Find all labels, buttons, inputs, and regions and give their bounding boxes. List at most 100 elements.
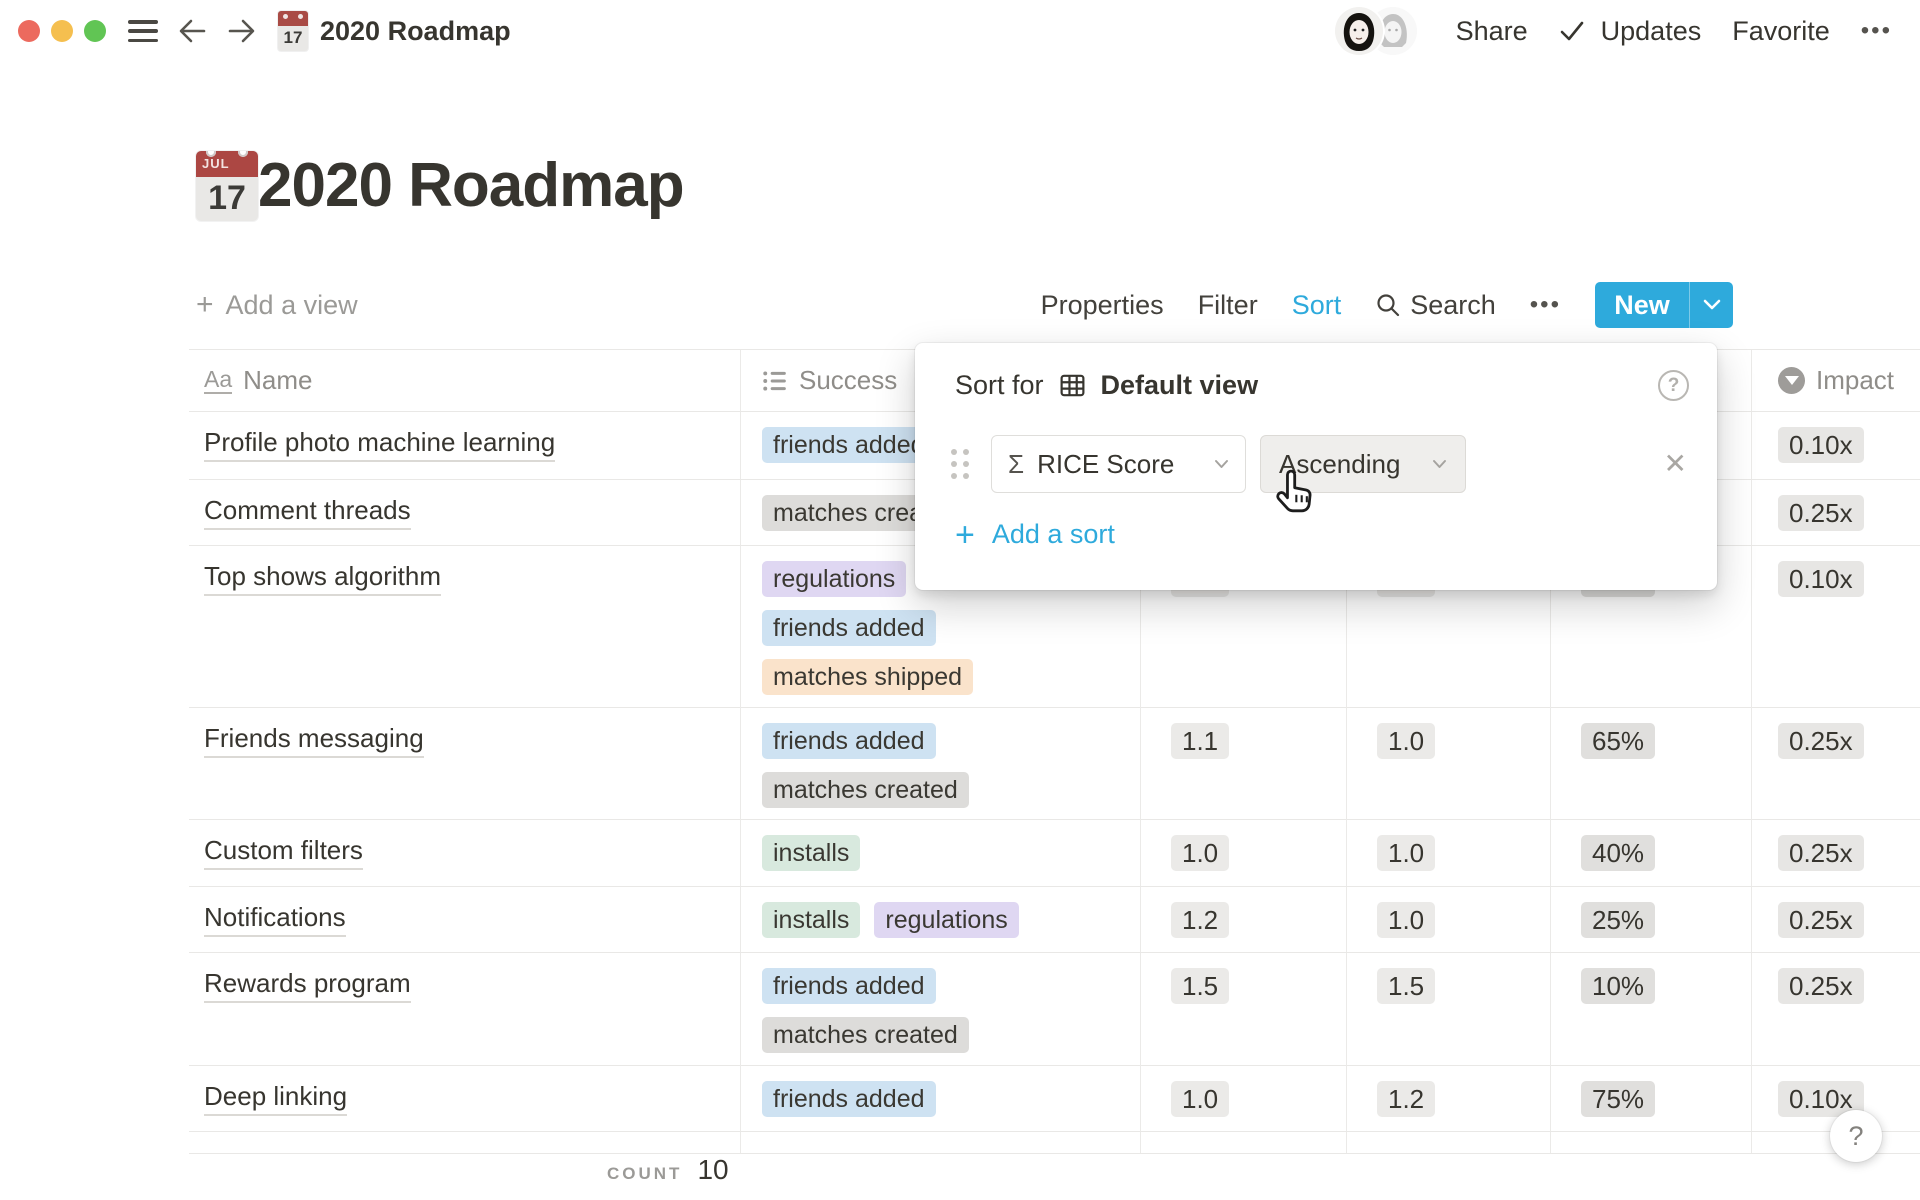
number-value: 1.0 [1377, 902, 1436, 938]
tag[interactable]: friends added [762, 968, 936, 1004]
column-header-name[interactable]: Aa Name [189, 350, 741, 411]
row-title[interactable]: Custom filters [204, 835, 363, 870]
impact-value: 0.10x [1778, 561, 1864, 597]
percent-value: 65% [1581, 723, 1656, 759]
page-title: 2020 Roadmap [258, 151, 685, 220]
close-window-button[interactable] [18, 20, 40, 42]
row-title[interactable]: Profile photo machine learning [204, 427, 556, 462]
column-header-hidden [1551, 350, 1752, 411]
impact-value: 0.25x [1778, 902, 1864, 938]
row-title[interactable]: Rewards program [204, 968, 411, 1003]
tag[interactable]: matches created [762, 772, 969, 808]
minimize-window-button[interactable] [51, 20, 73, 42]
filter-button[interactable]: Filter [1197, 289, 1258, 320]
tag[interactable]: regulations [874, 902, 1019, 938]
traffic-lights [18, 20, 106, 42]
impact-value: 0.10x [1778, 427, 1864, 463]
impact-value: 0.25x [1778, 968, 1864, 1004]
number-value: 1.5 [1171, 968, 1230, 1004]
table-row[interactable]: Friends messaging friends added matches … [189, 708, 1920, 822]
number-value: 1.1 [1171, 723, 1230, 759]
properties-button[interactable]: Properties [1040, 289, 1164, 320]
view-toolbar: + Add a view Properties Filter Sort Sear… [196, 280, 1733, 330]
table-row-partial[interactable] [189, 1132, 1920, 1154]
table-row[interactable]: Deep linking friends added 1.0 1.2 75% 0… [189, 1066, 1920, 1132]
table-footer-count[interactable]: COUNT 10 [607, 1154, 729, 1186]
back-arrow-icon[interactable] [176, 16, 208, 46]
percent-value: 75% [1581, 1081, 1656, 1117]
tag[interactable]: regulations [762, 561, 907, 597]
remove-sort-button[interactable]: ✕ [1663, 448, 1687, 479]
roadmap-table: Aa Name Success Impact Profile photo mac… [189, 349, 1920, 1154]
add-sort-button[interactable]: + Add a sort [955, 515, 1115, 554]
sidebar-menu-icon[interactable] [128, 20, 158, 42]
row-title[interactable]: Friends messaging [204, 723, 424, 758]
number-value: 1.2 [1377, 1081, 1436, 1117]
table-row[interactable]: Rewards program friends added matches cr… [189, 953, 1920, 1067]
formula-sigma-icon: Σ [1008, 448, 1025, 479]
new-button[interactable]: New [1595, 282, 1733, 328]
tag[interactable]: matches shipped [762, 659, 974, 695]
title-property-icon: Aa [204, 366, 233, 394]
window-title: 2020 Roadmap [320, 15, 511, 46]
view-name: Default view [1100, 370, 1259, 400]
sort-button[interactable]: Sort [1291, 289, 1342, 320]
share-button[interactable]: Share [1455, 15, 1528, 46]
column-header-success[interactable]: Success [741, 350, 1141, 411]
tag[interactable]: friends added [762, 1081, 936, 1117]
tag[interactable]: matches created [762, 1017, 969, 1053]
number-value: 1.0 [1171, 1081, 1230, 1117]
row-title[interactable]: Comment threads [204, 495, 411, 530]
impact-value: 0.25x [1778, 835, 1864, 871]
number-value: 1.2 [1171, 902, 1230, 938]
calendar-favicon: 17 [278, 11, 308, 51]
search-button[interactable]: Search [1375, 290, 1496, 321]
window-more-button[interactable]: ••• [1860, 17, 1892, 44]
percent-value: 25% [1581, 902, 1656, 938]
number-value: 1.0 [1377, 835, 1436, 871]
page-calendar-icon[interactable]: JUL 17 [196, 150, 258, 221]
impact-value: 0.25x [1778, 495, 1864, 531]
collaborator-avatars[interactable] [1334, 7, 1417, 55]
number-value: 1.0 [1171, 835, 1230, 871]
drag-handle-icon[interactable] [951, 449, 969, 479]
favorite-button[interactable]: Favorite [1732, 15, 1830, 46]
help-button[interactable]: ? [1830, 1110, 1882, 1162]
percent-value: 40% [1581, 835, 1656, 871]
chevron-down-icon [1433, 460, 1446, 468]
zoom-window-button[interactable] [84, 20, 106, 42]
multiselect-property-icon [763, 370, 786, 391]
row-title[interactable]: Top shows algorithm [204, 561, 441, 596]
forward-arrow-icon[interactable] [226, 16, 258, 46]
updates-button[interactable]: Updates [1600, 15, 1702, 46]
sort-property-select[interactable]: Σ RICE Score [991, 435, 1246, 493]
percent-value: 10% [1581, 968, 1656, 1004]
number-value: 1.5 [1377, 968, 1436, 1004]
count-value: 10 [697, 1154, 729, 1185]
chevron-down-icon [1215, 460, 1228, 468]
tag[interactable]: friends added [762, 427, 936, 463]
sort-help-icon[interactable]: ? [1658, 370, 1689, 401]
table-row[interactable]: Custom filters installs 1.0 1.0 40% 0.25… [189, 820, 1920, 887]
plus-icon: + [196, 288, 214, 321]
table-row[interactable]: Notifications installs regulations 1.2 1… [189, 887, 1920, 953]
avatar [1334, 7, 1383, 55]
tag[interactable]: installs [762, 902, 861, 938]
tag[interactable]: friends added [762, 610, 936, 646]
search-icon [1377, 294, 1400, 317]
sort-popover: Sort for Default view ? Σ RICE Score Asc… [915, 343, 1717, 590]
tag[interactable]: friends added [762, 723, 936, 759]
row-title[interactable]: Deep linking [204, 1081, 348, 1116]
row-title[interactable]: Notifications [204, 902, 346, 937]
toolbar-more-button[interactable]: ••• [1529, 291, 1561, 318]
impact-value: 0.25x [1778, 723, 1864, 759]
tag[interactable]: installs [762, 835, 861, 871]
mouse-pointer-hand-icon [1266, 464, 1322, 525]
count-label: COUNT [607, 1164, 683, 1183]
new-dropdown-chevron-icon[interactable] [1689, 282, 1733, 328]
impact-value: 0.10x [1778, 1081, 1864, 1117]
column-header-impact[interactable]: Impact [1752, 350, 1920, 411]
number-value: 1.0 [1377, 723, 1436, 759]
add-view-button[interactable]: + Add a view [196, 288, 358, 321]
page-header: JUL 17 2020 Roadmap [196, 150, 685, 221]
